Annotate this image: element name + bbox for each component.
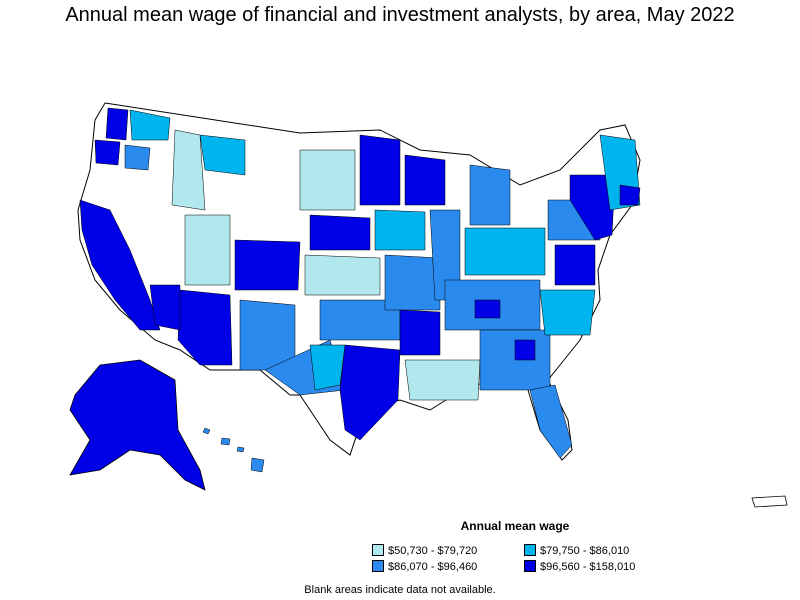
footnote: Blank areas indicate data not available. [304,584,496,596]
region-nashville [474,299,501,319]
legend-label-4: $96,560 - $158,010 [540,561,636,573]
region-louisiana-mississippi [404,359,481,401]
legend-item-2: $79,750 - $86,010 [524,544,629,557]
region-california-coast [79,199,161,331]
region-boston [619,184,641,206]
region-kansas [304,254,381,296]
region-idaho [171,129,206,211]
map-title: Annual mean wage of financial and invest… [65,4,735,26]
legend-label-2: $79,750 - $86,010 [540,545,630,557]
legend-item-1: $50,730 - $79,720 [372,544,477,557]
region-wisconsin [404,154,446,206]
region-nevada-south [149,284,181,331]
hawaii-islands [202,427,265,473]
region-florida [529,384,573,459]
region-virginia-dc [554,244,596,286]
region-washington-east [129,109,171,141]
region-colorado [234,239,301,291]
legend-item-3: $86,070 - $96,460 [372,560,477,573]
region-atlanta [514,339,536,361]
legend-label-1: $50,730 - $79,720 [388,545,478,557]
region-carolinas [539,289,596,336]
region-portland [94,139,121,166]
legend-label-3: $86,070 - $96,460 [388,561,478,573]
alaska-outline [69,359,206,491]
region-indiana-ohio [464,227,546,276]
legend-swatch-4 [524,560,536,572]
region-new-mexico [239,299,296,371]
legend-item-4: $96,560 - $158,010 [524,560,635,573]
region-iowa [374,209,426,251]
legend-swatch-1 [372,544,384,556]
region-arizona [177,289,233,366]
region-seattle [105,107,129,141]
region-texas-east [339,344,401,441]
region-arkansas [399,309,441,356]
map-regions [77,102,641,461]
region-utah [184,214,231,286]
region-minnesota [359,134,401,206]
region-oregon-east [124,144,151,171]
region-nebraska [309,214,371,251]
region-missouri [384,254,441,311]
region-dakotas [299,149,356,211]
region-montana-west [199,134,246,176]
legend-swatch-3 [372,560,384,572]
legend-swatch-2 [524,544,536,556]
puerto-rico [751,495,788,508]
legend: $50,730 - $79,720 $79,750 - $86,010 $86,… [372,544,672,576]
region-texas-central [309,344,346,391]
legend-title: Annual mean wage [460,519,570,533]
region-michigan [469,164,511,226]
